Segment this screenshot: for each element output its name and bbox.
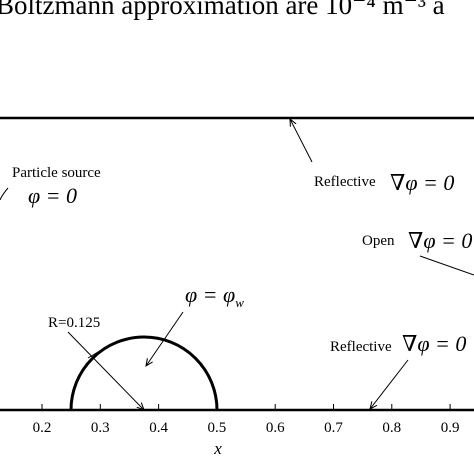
tick-label: 0.6 xyxy=(266,420,285,436)
tick-label: 0.8 xyxy=(382,420,401,436)
tick-label: 0.7 xyxy=(324,420,343,436)
semicircle-probe xyxy=(69,335,219,411)
label: Reflective xyxy=(330,339,392,355)
radius-mark xyxy=(87,351,99,359)
tick-label: 0.4 xyxy=(149,420,168,436)
label: ∇φ = 0 xyxy=(390,170,454,195)
arrow xyxy=(370,359,409,409)
label: Reflective xyxy=(314,174,376,190)
arrow xyxy=(290,119,313,163)
tick-label: 0.9 xyxy=(441,420,460,436)
label: R=0.125 xyxy=(48,315,100,331)
label: Open xyxy=(362,233,395,249)
arrow xyxy=(146,311,184,366)
tick-label: 0.3 xyxy=(91,420,110,436)
arrow xyxy=(0,187,9,201)
tick-label: 0.5 xyxy=(208,420,227,436)
label: ∇φ = 0 xyxy=(408,228,472,253)
radius-line xyxy=(67,331,144,410)
axis-label: x xyxy=(213,439,222,458)
label: φ = φw xyxy=(185,282,244,310)
caption: Boltzmann approximation are 10⁻⁴ m⁻³ a xyxy=(0,0,445,20)
label: φ = 0 xyxy=(28,183,77,208)
label: Particle source xyxy=(12,165,101,181)
tick-label: 0.2 xyxy=(33,420,52,436)
label: ∇φ = 0 xyxy=(402,331,466,356)
arrow xyxy=(419,255,474,276)
